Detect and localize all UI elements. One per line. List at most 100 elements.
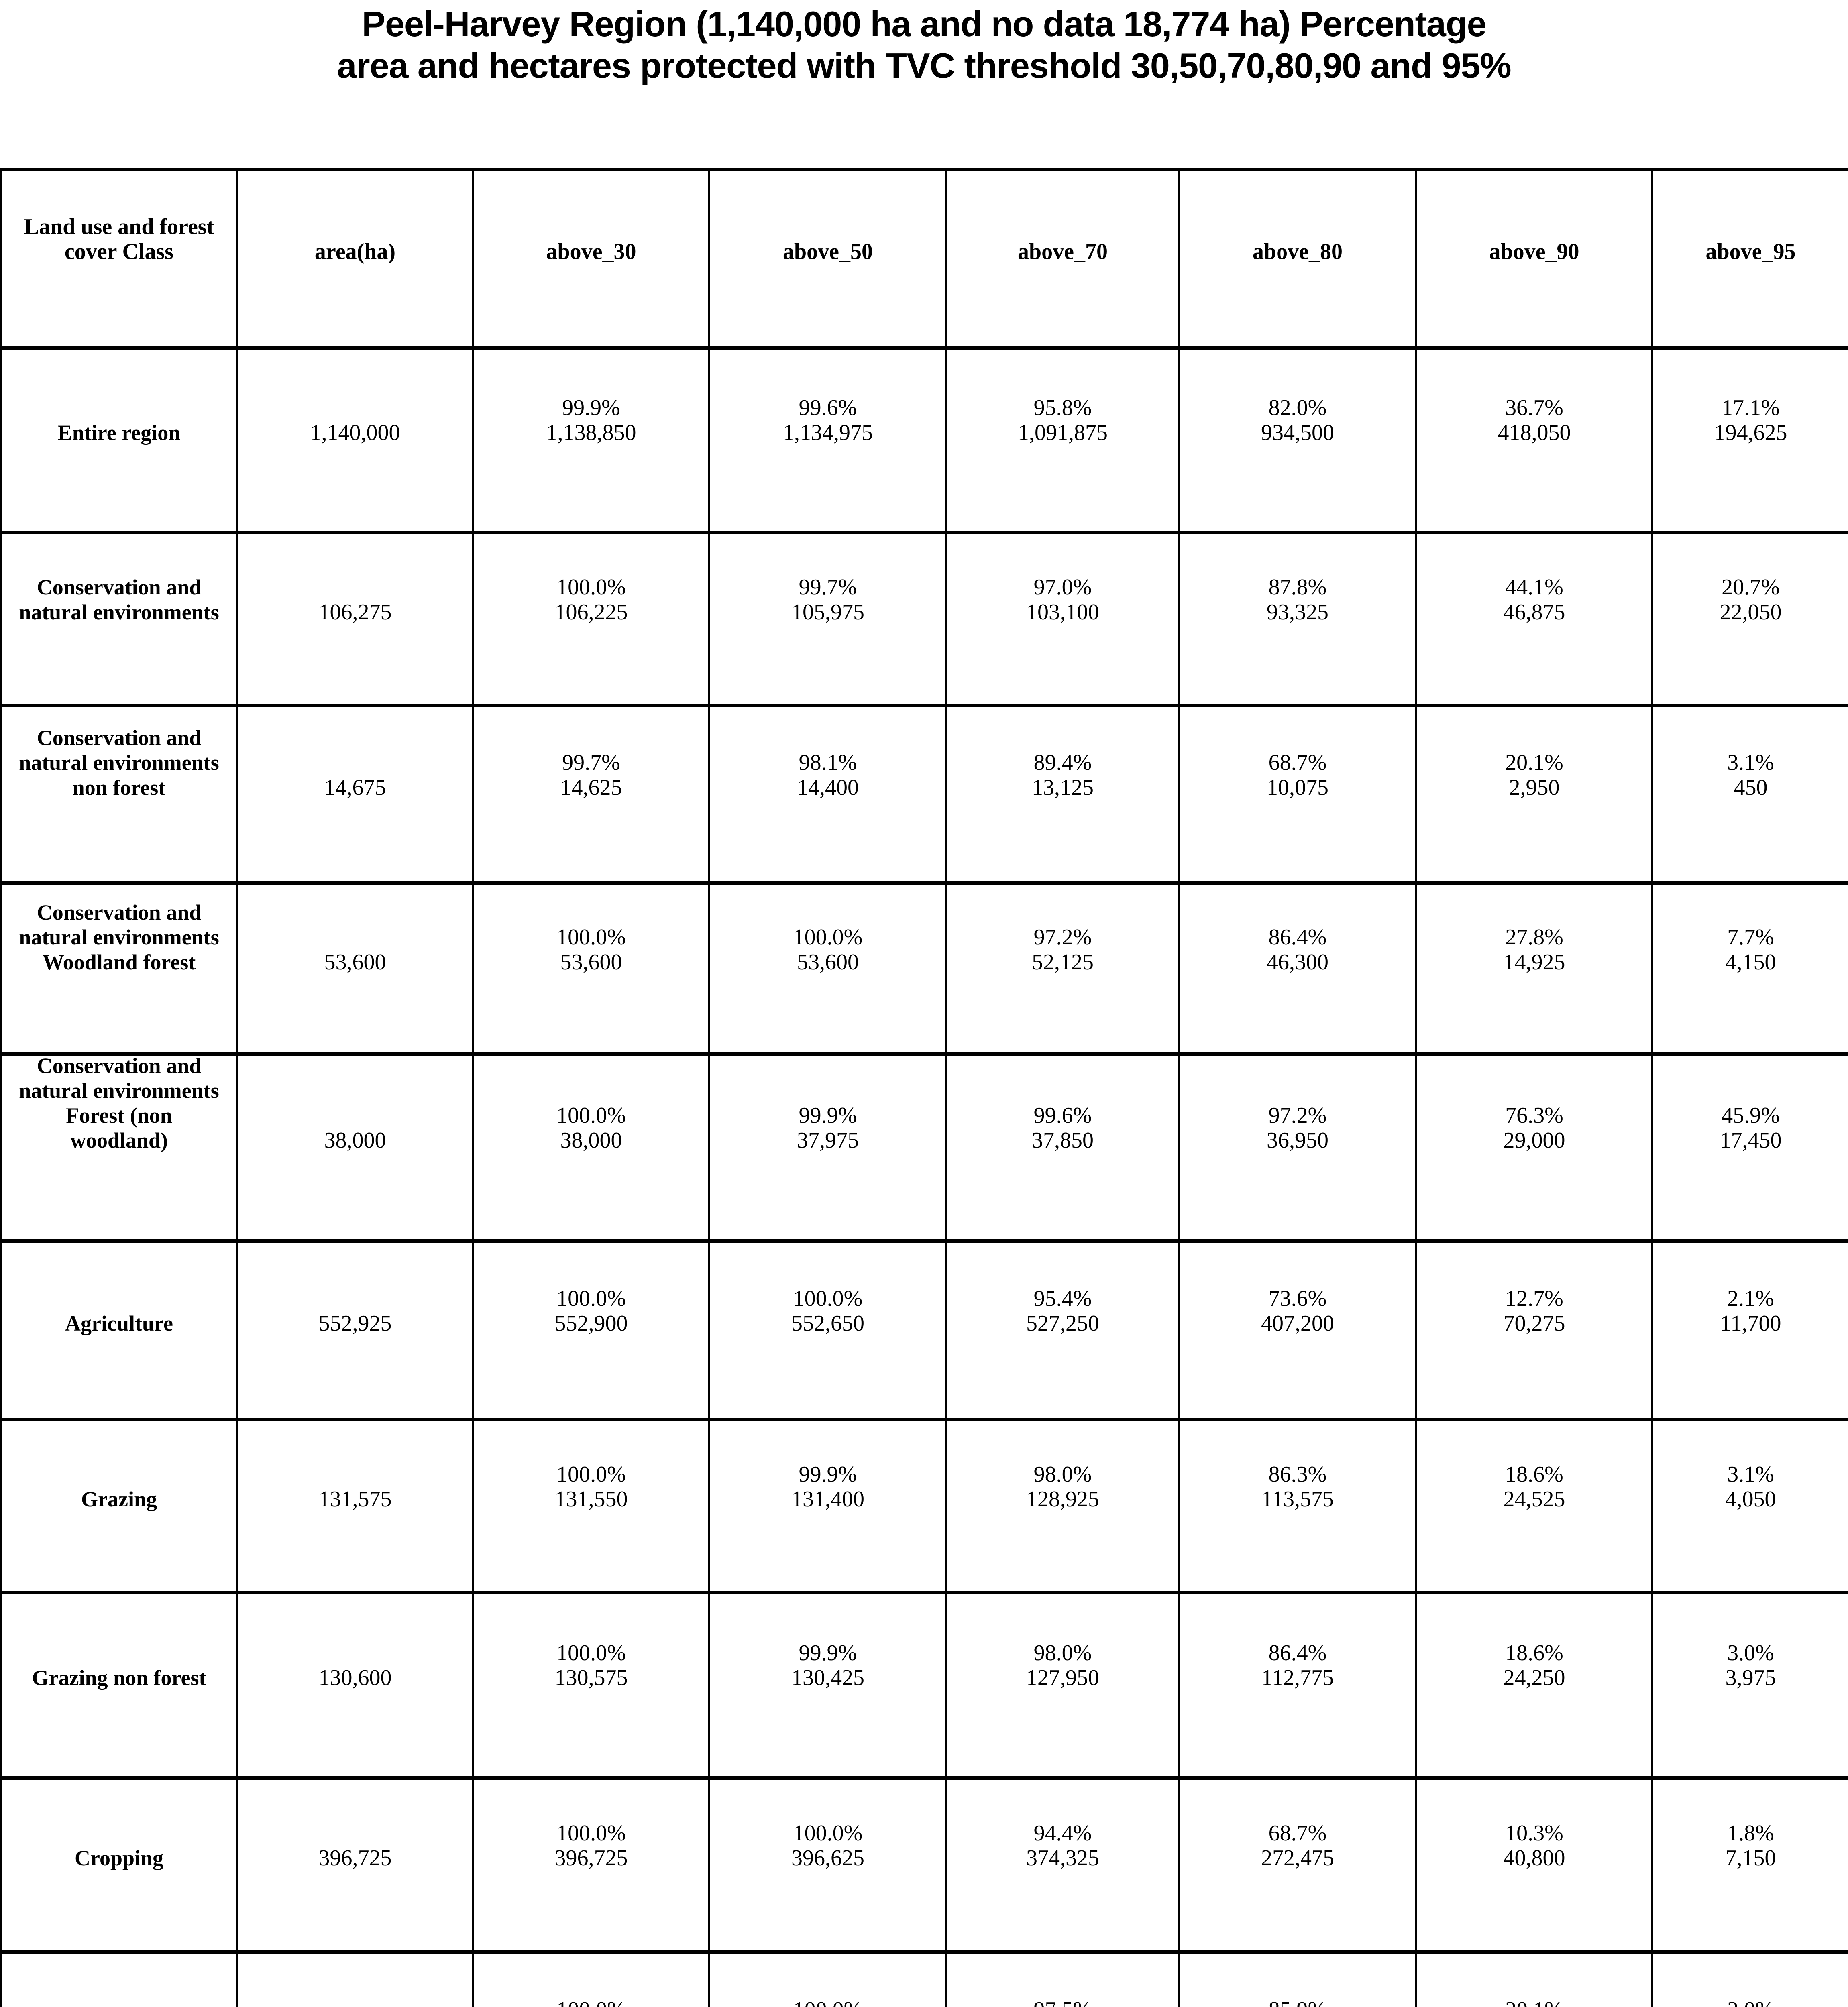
cell-above-70: 94.4% 374,325 (960, 1821, 1166, 1871)
cell-above-50: 98.1% 14,400 (722, 750, 933, 800)
cell-above-90: 27.8% 14,925 (1429, 925, 1639, 975)
cell-hectares: 4,150 (1725, 949, 1776, 975)
cell-above-95: 2.1% 11,700 (1665, 1286, 1836, 1336)
cell-percent: 45.9% (1722, 1103, 1780, 1128)
cell-percent: 94.4% (1033, 1821, 1092, 1846)
row-area-value: 552,925 (318, 1311, 392, 1336)
cell-hectares: 2,950 (1509, 775, 1560, 800)
cell-percent: 99.9% (799, 1462, 857, 1487)
cell-hectares: 130,425 (791, 1665, 864, 1691)
table-row: Grazing 131,575 100.0% 131,550 99.9% 131,4… (0, 1418, 1848, 1594)
row-area-value: 396,725 (318, 1846, 392, 1871)
page-title: Peel-Harvey Region (1,140,000 ha and no … (0, 0, 1848, 168)
cell-percent: 100.0% (793, 924, 863, 950)
cell-percent: 20.7% (1722, 575, 1780, 600)
page-title-line-1: Peel-Harvey Region (1,140,000 ha and no … (362, 4, 1486, 44)
cell-above-95: 3.1% 4,050 (1665, 1462, 1836, 1512)
cell-percent: 89.4% (1033, 750, 1092, 775)
cell-hectares: 374,325 (1026, 1846, 1099, 1871)
cell-percent: 97.2% (1268, 1103, 1327, 1128)
cell-hectares: 46,300 (1267, 949, 1328, 975)
header-row: Land use and forest cover Class area(ha)… (0, 168, 1848, 350)
cell-above-30: 100.0% 53,600 (486, 925, 696, 975)
cell-percent: 73.6% (1268, 1286, 1327, 1311)
cell-above-80: 86.4% 46,300 (1192, 925, 1403, 975)
cell-hectares: 552,900 (554, 1311, 628, 1336)
cell-percent: 98.0% (1033, 1641, 1092, 1666)
row-area-value: 53,600 (324, 949, 386, 975)
cell-hectares: 450 (1734, 775, 1768, 800)
col-header-above-70: above_70 (1018, 239, 1108, 265)
cell-above-95: 45.9% 17,450 (1665, 1103, 1836, 1153)
cell-percent: 12.7% (1505, 1286, 1563, 1311)
cell-hectares: 105,975 (791, 600, 864, 625)
cell-hectares: 272,475 (1261, 1846, 1334, 1871)
col-header-above-80: above_80 (1253, 239, 1343, 265)
cell-hectares: 103,100 (1026, 600, 1099, 625)
cell-percent: 98.0% (1033, 1462, 1092, 1487)
cell-percent: 99.6% (1033, 1103, 1092, 1128)
cell-percent: 3.1% (1727, 1462, 1774, 1487)
cell-percent: 20.1% (1505, 1997, 1563, 2007)
cell-above-70: 97.2% 52,125 (960, 925, 1166, 975)
cell-percent: 1.8% (1727, 1821, 1774, 1846)
cell-percent: 100.0% (793, 1286, 863, 1311)
row-label: Conservation and natural environments no… (19, 725, 219, 800)
cell-hectares: 22,050 (1720, 600, 1782, 625)
col-header-class: Land use and forest cover Class (24, 214, 214, 265)
table-row: Conservation and natural environments 10… (0, 531, 1848, 707)
cell-above-80: 68.7% 10,075 (1192, 750, 1403, 800)
cell-above-95: 7.7% 4,150 (1665, 925, 1836, 975)
cell-hectares: 70,275 (1503, 1311, 1565, 1336)
cell-hectares: 4,050 (1725, 1487, 1776, 1512)
cell-above-30: 100.0% 106,225 (486, 575, 696, 625)
cell-above-70: 95.4% 527,250 (960, 1286, 1166, 1336)
cell-percent: 2.1% (1727, 1286, 1774, 1311)
cell-percent: 7.7% (1727, 924, 1774, 950)
cell-percent: 27.8% (1505, 924, 1563, 950)
cell-percent: 100.0% (556, 1997, 626, 2007)
cell-hectares: 1,138,850 (546, 420, 636, 446)
row-area-value: 14,675 (324, 775, 386, 800)
cell-percent: 99.9% (799, 1103, 857, 1128)
cell-percent: 100.0% (556, 1641, 626, 1666)
cell-percent: 99.9% (799, 1641, 857, 1666)
cell-above-70: 97.0% 103,100 (960, 575, 1166, 625)
cell-hectares: 37,975 (797, 1128, 859, 1153)
cell-hectares: 37,850 (1032, 1128, 1094, 1153)
cell-hectares: 1,091,875 (1018, 420, 1108, 446)
cell-percent: 99.7% (562, 750, 620, 775)
col-header-above-90: above_90 (1489, 239, 1579, 265)
cell-above-50: 100.0%24,625 (722, 1997, 933, 2007)
cell-above-30: 100.0% 131,550 (486, 1462, 696, 1512)
cell-above-70: 97.5%24,000 (960, 1997, 1166, 2007)
landuse-tvc-table: Land use and forest cover Class area(ha)… (0, 168, 1848, 2007)
cell-percent: 98.1% (799, 750, 857, 775)
cell-percent: 97.5% (1034, 1997, 1092, 2007)
row-area-value: 38,000 (324, 1128, 386, 1153)
cell-hectares: 24,250 (1503, 1665, 1565, 1691)
cell-hectares: 36,950 (1267, 1128, 1328, 1153)
row-area-value: 106,275 (318, 600, 392, 625)
cell-above-70: 98.0% 127,950 (960, 1641, 1166, 1690)
cell-hectares: 194,625 (1714, 420, 1787, 446)
cell-above-95: 3.0% 3,975 (1665, 1641, 1836, 1690)
cell-above-90: 20.1%4,950 (1429, 1997, 1639, 2007)
cell-percent: 100.0% (556, 1821, 626, 1846)
cell-percent: 44.1% (1505, 575, 1563, 600)
cell-hectares: 527,250 (1026, 1311, 1099, 1336)
table-row: Cropping 396,725 100.0% 396,725 100.0% 396… (0, 1776, 1848, 1954)
cell-percent: 76.3% (1505, 1103, 1563, 1128)
cell-percent: 68.7% (1268, 750, 1327, 775)
cell-hectares: 40,800 (1503, 1846, 1565, 1871)
cell-above-50: 99.9% 130,425 (722, 1641, 933, 1690)
cell-percent: 36.7% (1505, 395, 1563, 421)
cell-above-95: 2.0%500 (1665, 1997, 1836, 2007)
cell-percent: 86.4% (1268, 1641, 1327, 1666)
cell-above-50: 99.9% 131,400 (722, 1462, 933, 1512)
cell-above-90: 36.7% 418,050 (1429, 395, 1639, 445)
cell-percent: 18.6% (1505, 1641, 1563, 1666)
cell-percent: 100.0% (793, 1821, 863, 1846)
row-area-value: 131,575 (318, 1487, 392, 1512)
cell-percent: 18.6% (1505, 1462, 1563, 1487)
